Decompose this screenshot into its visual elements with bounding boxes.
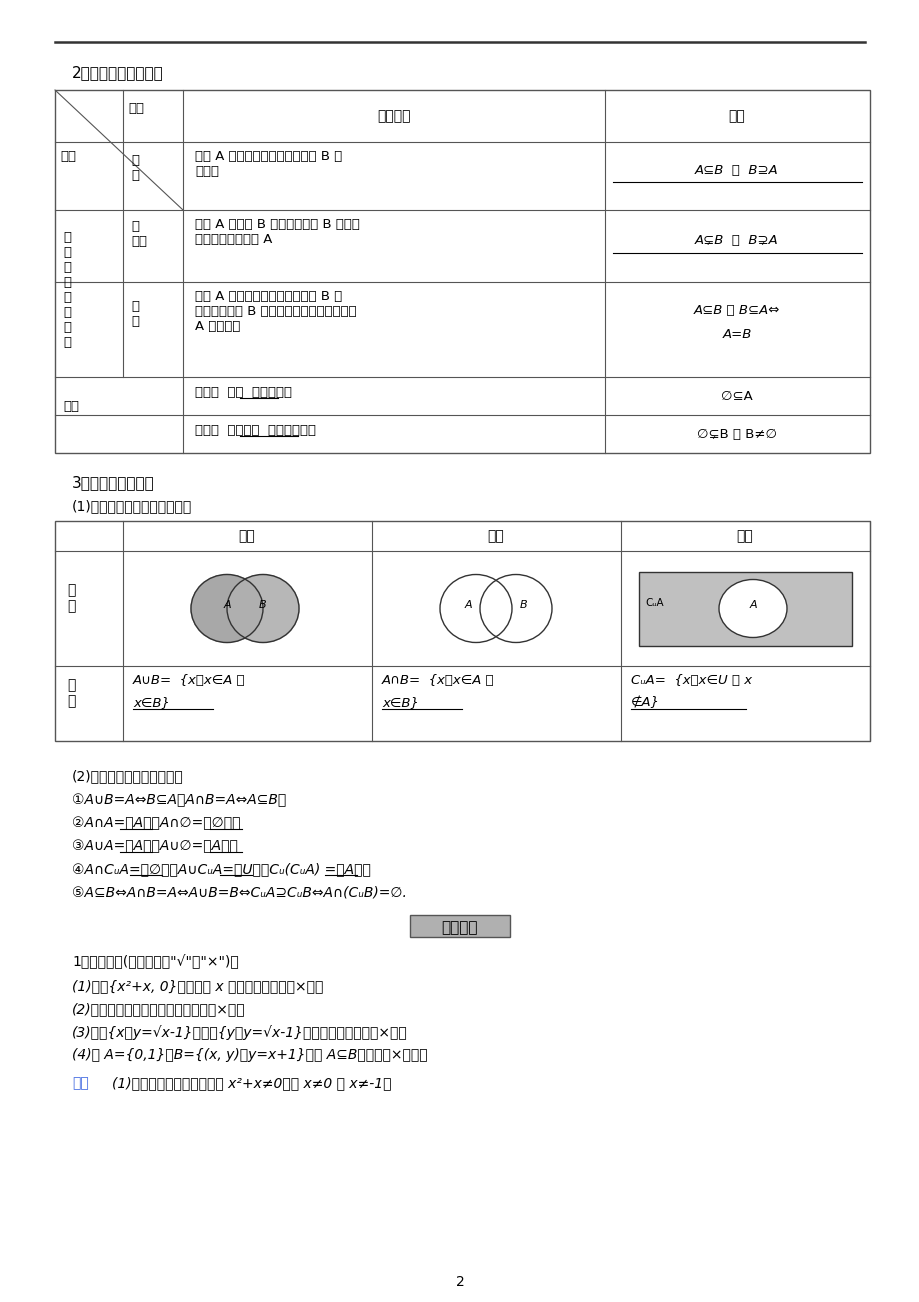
- Text: 符
号: 符 号: [67, 678, 75, 708]
- Text: 文字语言: 文字语言: [377, 109, 410, 122]
- Text: A=B: A=B: [721, 328, 751, 341]
- Text: 集
合
间
的
基
本
关
系: 集 合 间 的 基 本 关 系: [62, 230, 71, 349]
- Text: ∅⊊B 且 B≠∅: ∅⊊B 且 B≠∅: [697, 427, 777, 440]
- Text: 空集: 空集: [62, 401, 79, 414]
- Bar: [55, 521, 869, 741]
- Text: 相
等: 相 等: [130, 299, 139, 328]
- Text: A⊆B 且 B⊆A⇔: A⊆B 且 B⊆A⇔: [693, 303, 779, 316]
- Text: 3．集合的基本运算: 3．集合的基本运算: [72, 475, 154, 490]
- Text: (1)错误．由元素的互异性知 x²+x≠0，即 x≠0 且 x≠-1．: (1)错误．由元素的互异性知 x²+x≠0，即 x≠0 且 x≠-1．: [112, 1075, 391, 1090]
- Text: A: A: [748, 600, 756, 611]
- Text: ③A∪A=　A　，A∪∅=　A　；: ③A∪A= A ，A∪∅= A ；: [72, 838, 238, 853]
- Text: (4)若 A={0,1}，B={(x, y)｜y=x+1}，则 A⊆B．（　　×　　）: (4)若 A={0,1}，B={(x, y)｜y=x+1}，则 A⊆B．（ × …: [72, 1048, 427, 1062]
- Ellipse shape: [719, 579, 786, 638]
- Text: ②A∩A=　A　，A∩∅=　∅　；: ②A∩A= A ，A∩∅= ∅ ；: [72, 816, 240, 829]
- Text: 真
子集: 真 子集: [130, 220, 147, 247]
- Bar: [639, 572, 851, 646]
- Text: 空集是  任何非空  集合的真子集: 空集是 任何非空 集合的真子集: [195, 424, 315, 437]
- Text: ④A∩CᵤA=　∅　，A∪CᵤA=　U　，Cᵤ(CᵤA) =　A　；: ④A∩CᵤA= ∅ ，A∪CᵤA= U ，Cᵤ(CᵤA) = A ；: [72, 862, 370, 876]
- Ellipse shape: [191, 574, 263, 642]
- Text: 集合 A 是集合 B 的子集，并且 B 中至少
有一个元素不属于 A: 集合 A 是集合 B 的子集，并且 B 中至少 有一个元素不属于 A: [195, 217, 359, 246]
- Text: (3)集合{x｜y=√x-1}与集合{y｜y=√x-1}是同一个集合．（　×　）: (3)集合{x｜y=√x-1}与集合{y｜y=√x-1}是同一个集合．（ × ）: [72, 1025, 407, 1040]
- Text: A: A: [464, 600, 471, 611]
- Text: 对点检测: 对点检测: [441, 921, 478, 936]
- Text: 集合 A 中的每一个元素都是集合 B 中
的元素，集合 B 中的每一个元素也都是集合
A 中的元素: 集合 A 中的每一个元素都是集合 B 中 的元素，集合 B 中的每一个元素也都是…: [195, 290, 357, 333]
- Text: 表示: 表示: [128, 102, 144, 115]
- Text: x∈B}: x∈B}: [133, 697, 170, 710]
- Text: ∅⊆A: ∅⊆A: [720, 389, 752, 402]
- Text: x∈B}: x∈B}: [381, 697, 418, 710]
- Text: A⊆B  或  B⊇A: A⊆B 或 B⊇A: [695, 164, 778, 177]
- Text: 2．集合间的基本关系: 2．集合间的基本关系: [72, 65, 164, 79]
- Ellipse shape: [227, 574, 299, 642]
- Bar: [410, 915, 509, 937]
- Text: 并集: 并集: [238, 529, 255, 543]
- Text: A∪B=  {x｜x∈A 或: A∪B= {x｜x∈A 或: [133, 674, 245, 687]
- Text: (2)三种基本运算的常见性质: (2)三种基本运算的常见性质: [72, 769, 184, 783]
- Text: 2: 2: [455, 1275, 464, 1289]
- Text: 子
集: 子 集: [130, 154, 139, 182]
- Text: 解析: 解析: [72, 1075, 88, 1090]
- Text: (1)集合{x²+x, 0}中，实数 x 可取任意值．（　×　）: (1)集合{x²+x, 0}中，实数 x 可取任意值．（ × ）: [72, 979, 323, 993]
- Text: 图
形: 图 形: [67, 583, 75, 613]
- Text: A: A: [223, 600, 231, 611]
- Text: A⊊B  或  B⊋A: A⊊B 或 B⊋A: [695, 233, 778, 246]
- Text: (1)三种基本运算的概念及表示: (1)三种基本运算的概念及表示: [72, 499, 192, 513]
- Text: A∩B=  {x｜x∈A 且: A∩B= {x｜x∈A 且: [381, 674, 494, 687]
- Text: 空集是  任何  集合的子集: 空集是 任何 集合的子集: [195, 385, 291, 398]
- Text: ①A∪B=A⇔B⊆A，A∩B=A⇔A⊆B；: ①A∪B=A⇔B⊆A，A∩B=A⇔A⊆B；: [72, 793, 286, 807]
- Text: 1．思维辨析(在括号内打"√"或"×")．: 1．思维辨析(在括号内打"√"或"×")．: [72, 954, 239, 970]
- Text: 关系: 关系: [60, 150, 76, 163]
- Bar: [55, 90, 869, 453]
- Text: 补集: 补集: [736, 529, 753, 543]
- Text: 记法: 记法: [728, 109, 744, 122]
- Text: 集合 A 中任意一个元素都是集合 B 中
的元素: 集合 A 中任意一个元素都是集合 B 中 的元素: [195, 150, 342, 178]
- Text: ⑤A⊆B⇔A∩B=A⇔A∪B=B⇔CᵤA⊇CᵤB⇔A∩(CᵤB)=∅.: ⑤A⊆B⇔A∩B=A⇔A∪B=B⇔CᵤA⊇CᵤB⇔A∩(CᵤB)=∅.: [72, 885, 406, 898]
- Text: CᵤA: CᵤA: [644, 599, 663, 608]
- Text: (2)任何集合都至少有两个子集．（　×　）: (2)任何集合都至少有两个子集．（ × ）: [72, 1003, 245, 1016]
- Text: B: B: [519, 600, 528, 611]
- Text: ∉A}: ∉A}: [630, 697, 659, 710]
- Text: CᵤA=  {x｜x∈U 且 x: CᵤA= {x｜x∈U 且 x: [630, 674, 752, 687]
- Text: B: B: [259, 600, 267, 611]
- Text: 交集: 交集: [487, 529, 504, 543]
